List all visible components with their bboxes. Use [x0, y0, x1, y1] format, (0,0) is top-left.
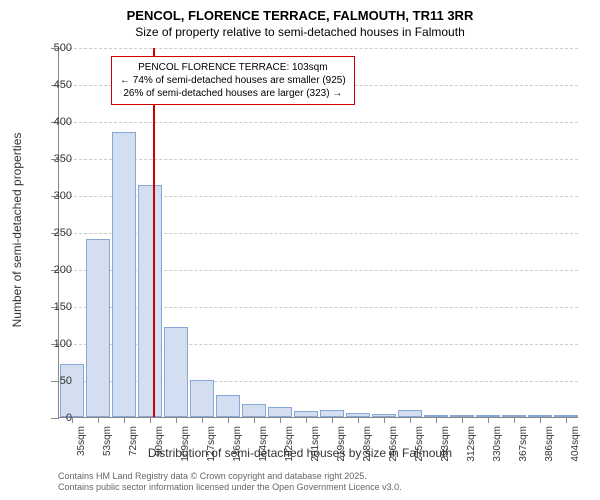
x-tick	[202, 417, 203, 423]
footer-line-2: Contains public sector information licen…	[58, 482, 402, 494]
y-tick-label: 100	[54, 338, 72, 350]
y-tick-label: 350	[54, 153, 72, 165]
bar	[216, 395, 239, 417]
grid-line	[59, 48, 578, 49]
y-tick-label: 150	[54, 301, 72, 313]
bar	[242, 404, 265, 417]
x-tick	[98, 417, 99, 423]
grid-line	[59, 196, 578, 197]
x-axis-label: Distribution of semi-detached houses by …	[0, 446, 600, 460]
grid-line	[59, 159, 578, 160]
plot-area: 35sqm53sqm72sqm90sqm109sqm127sqm146sqm16…	[58, 48, 578, 418]
bar	[164, 327, 187, 417]
x-tick	[150, 417, 151, 423]
x-tick	[566, 417, 567, 423]
grid-line	[59, 381, 578, 382]
bar	[60, 364, 83, 417]
y-tick-label: 50	[60, 375, 72, 387]
annotation-box: PENCOL FLORENCE TERRACE: 103sqm← 74% of …	[111, 56, 355, 105]
chart-subtitle: Size of property relative to semi-detach…	[0, 23, 600, 39]
chart-title: PENCOL, FLORENCE TERRACE, FALMOUTH, TR11…	[0, 0, 600, 23]
grid-line	[59, 122, 578, 123]
x-tick	[514, 417, 515, 423]
annotation-line-3: 26% of semi-detached houses are larger (…	[120, 87, 346, 100]
x-tick	[488, 417, 489, 423]
y-axis-label: Number of semi-detached properties	[10, 133, 24, 328]
x-tick	[280, 417, 281, 423]
footer-line-1: Contains HM Land Registry data © Crown c…	[58, 471, 402, 483]
y-tick-label: 200	[54, 264, 72, 276]
histogram-chart: PENCOL, FLORENCE TERRACE, FALMOUTH, TR11…	[0, 0, 600, 500]
y-tick-label: 250	[54, 227, 72, 239]
x-tick	[384, 417, 385, 423]
x-tick	[254, 417, 255, 423]
x-tick	[540, 417, 541, 423]
bar	[138, 185, 161, 417]
grid-line	[59, 233, 578, 234]
footer-text: Contains HM Land Registry data © Crown c…	[58, 471, 402, 494]
x-tick	[72, 417, 73, 423]
x-tick	[462, 417, 463, 423]
annotation-line-1: PENCOL FLORENCE TERRACE: 103sqm	[120, 61, 346, 74]
x-tick	[332, 417, 333, 423]
x-tick	[176, 417, 177, 423]
y-tick-label: 400	[54, 116, 72, 128]
x-tick	[410, 417, 411, 423]
bar	[268, 407, 291, 417]
y-tick	[51, 418, 59, 419]
annotation-line-2: ← 74% of semi-detached houses are smalle…	[120, 74, 346, 87]
bar	[86, 239, 109, 417]
bar	[190, 380, 213, 417]
y-tick	[51, 381, 59, 382]
x-tick	[358, 417, 359, 423]
grid-line	[59, 270, 578, 271]
x-tick	[306, 417, 307, 423]
bar	[320, 410, 343, 417]
grid-line	[59, 344, 578, 345]
x-tick	[228, 417, 229, 423]
y-tick-label: 500	[54, 42, 72, 54]
grid-line	[59, 307, 578, 308]
bar	[112, 132, 135, 417]
y-tick-label: 450	[54, 79, 72, 91]
bar	[398, 410, 421, 417]
x-tick	[124, 417, 125, 423]
y-tick-label: 0	[66, 412, 72, 424]
x-tick	[436, 417, 437, 423]
y-tick-label: 300	[54, 190, 72, 202]
